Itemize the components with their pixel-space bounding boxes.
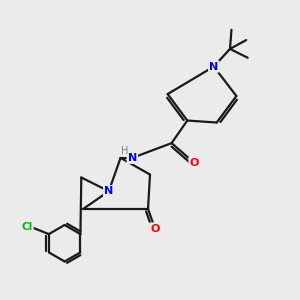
Text: O: O — [150, 224, 160, 233]
Text: Cl: Cl — [21, 222, 33, 232]
Text: N: N — [209, 61, 218, 72]
Text: N: N — [104, 186, 113, 196]
Text: O: O — [190, 158, 199, 168]
Text: N: N — [128, 153, 137, 163]
Text: H: H — [121, 146, 128, 156]
